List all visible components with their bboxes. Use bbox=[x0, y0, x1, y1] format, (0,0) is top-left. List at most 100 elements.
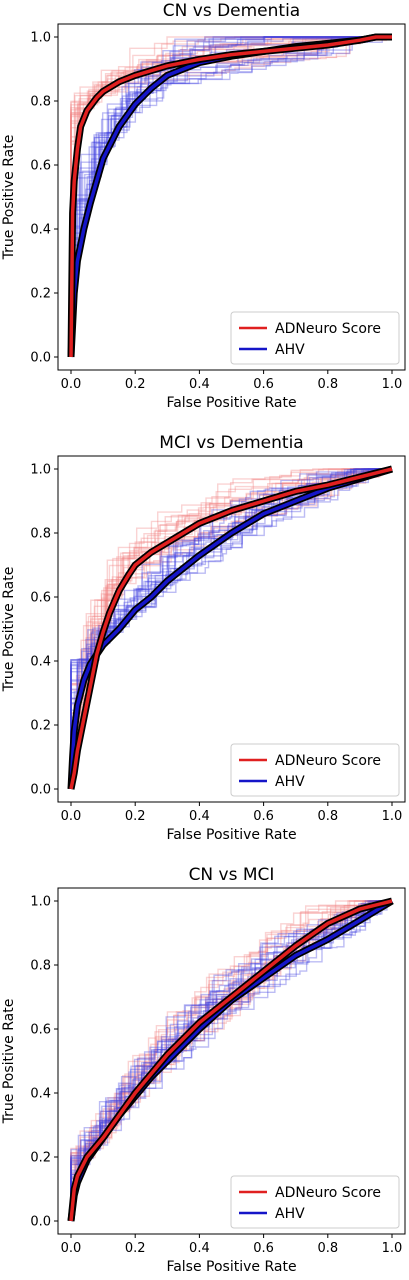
y-tick-label: 0.0 bbox=[30, 1215, 51, 1230]
y-tick-label: 1.0 bbox=[30, 895, 51, 910]
x-tick-label: 0.6 bbox=[253, 377, 274, 392]
resample-curve bbox=[70, 900, 392, 1221]
resample-curve bbox=[70, 900, 392, 1221]
chart-title: CN vs MCI bbox=[189, 865, 275, 885]
resample-curve bbox=[70, 900, 392, 1221]
legend-entry: AHV bbox=[275, 342, 305, 358]
y-tick-label: 1.0 bbox=[30, 463, 51, 478]
x-tick-label: 0.4 bbox=[189, 1241, 210, 1256]
legend: ADNeuro Score AHV bbox=[230, 743, 400, 797]
resample-curve bbox=[70, 900, 392, 1221]
resample-curve bbox=[70, 900, 392, 1221]
y-tick-label: 0.8 bbox=[30, 527, 51, 542]
resample-curve bbox=[70, 900, 392, 1221]
x-tick-label: 1.0 bbox=[382, 809, 403, 824]
y-tick-label: 0.2 bbox=[30, 1151, 51, 1166]
resample-curve bbox=[70, 900, 392, 1221]
x-axis-label: False Positive Rate bbox=[166, 827, 296, 843]
resample-curve bbox=[70, 36, 392, 357]
resample-curves-1 bbox=[70, 900, 392, 1221]
legend-box bbox=[230, 743, 400, 797]
resample-curve bbox=[70, 900, 392, 1221]
y-tick-label: 0.0 bbox=[30, 351, 51, 366]
legend-entry: ADNeuro Score bbox=[275, 321, 381, 337]
x-tick-label: 0.6 bbox=[253, 1241, 274, 1256]
y-tick-label: 0.8 bbox=[30, 959, 51, 974]
resample-curve bbox=[70, 900, 392, 1221]
y-axis-label: True Positive Rate bbox=[1, 135, 17, 261]
resample-curve bbox=[70, 900, 392, 1221]
x-tick-label: 0.0 bbox=[61, 809, 82, 824]
resample-curve bbox=[70, 900, 392, 1221]
resample-curve bbox=[70, 900, 392, 1221]
resample-curve bbox=[70, 900, 392, 1221]
resample-curve bbox=[70, 36, 392, 357]
resample-curve bbox=[70, 468, 392, 789]
resample-curve bbox=[70, 900, 392, 1221]
resample-curve bbox=[70, 468, 392, 789]
resample-curve bbox=[70, 900, 392, 1221]
resample-curve bbox=[70, 468, 392, 789]
resample-curve bbox=[70, 900, 392, 1221]
resample-curves-2 bbox=[70, 900, 392, 1221]
resample-curve bbox=[70, 36, 392, 357]
y-tick-label: 0.2 bbox=[30, 287, 51, 302]
resample-curve bbox=[70, 900, 392, 1221]
resample-curve bbox=[70, 900, 392, 1221]
x-axis-label: False Positive Rate bbox=[166, 395, 296, 411]
mean-curve-1 bbox=[69, 35, 392, 358]
x-tick-label: 0.2 bbox=[125, 809, 146, 824]
resample-curve bbox=[70, 36, 392, 357]
x-tick-label: 0.6 bbox=[253, 809, 274, 824]
resample-curve bbox=[70, 900, 392, 1221]
resample-curve bbox=[70, 900, 392, 1221]
resample-curve bbox=[70, 468, 392, 789]
x-tick-label: 0.2 bbox=[125, 377, 146, 392]
mean-curve-1 bbox=[69, 899, 393, 1222]
x-tick-label: 0.8 bbox=[317, 377, 338, 392]
resample-curve bbox=[70, 900, 392, 1221]
resample-curve bbox=[70, 36, 392, 357]
roc-panel-3: CN vs MCI 0.0 0.0 0.2 0.2 0.4 0.4 0.6 0.6 0.8 0.8 1… bbox=[1, 865, 406, 1275]
roc-panel-2: MCI vs Dementia 0.0 0.0 0.2 0.2 0.4 0.4 0.6 0.6 0… bbox=[1, 433, 406, 843]
resample-curve bbox=[70, 900, 392, 1221]
mean-curve-outline-1 bbox=[67, 897, 393, 1222]
resample-curve bbox=[70, 36, 392, 357]
resample-curve bbox=[70, 900, 392, 1221]
legend: ADNeuro Score AHV bbox=[230, 1175, 400, 1229]
resample-curve bbox=[70, 36, 392, 357]
resample-curve bbox=[70, 900, 392, 1221]
y-tick-label: 0.6 bbox=[30, 1023, 51, 1038]
resample-curve bbox=[70, 36, 392, 357]
y-tick-label: 0.6 bbox=[30, 591, 51, 606]
x-tick-label: 0.8 bbox=[317, 1241, 338, 1256]
legend: ADNeuro Score AHV bbox=[230, 311, 400, 365]
legend-entry: AHV bbox=[275, 774, 305, 790]
resample-curve bbox=[70, 36, 392, 357]
y-tick-label: 1.0 bbox=[30, 31, 51, 46]
y-axis-label: True Positive Rate bbox=[1, 567, 17, 693]
legend-entry: ADNeuro Score bbox=[275, 753, 381, 769]
x-axis-label: False Positive Rate bbox=[166, 1259, 296, 1275]
chart-title: MCI vs Dementia bbox=[159, 433, 303, 453]
y-tick-label: 0.2 bbox=[30, 719, 51, 734]
y-tick-label: 0.6 bbox=[30, 159, 51, 174]
y-tick-label: 0.4 bbox=[30, 1087, 51, 1102]
resample-curve bbox=[70, 900, 392, 1221]
legend-box bbox=[230, 311, 400, 365]
resample-curve bbox=[70, 900, 392, 1221]
resample-curve bbox=[70, 36, 392, 357]
resample-curve bbox=[70, 468, 392, 789]
x-tick-label: 0.8 bbox=[317, 809, 338, 824]
resample-curve bbox=[70, 468, 392, 789]
legend-box bbox=[230, 1175, 400, 1229]
y-tick-label: 0.8 bbox=[30, 95, 51, 110]
mean-curve-outline-1 bbox=[67, 33, 392, 358]
x-tick-label: 1.0 bbox=[382, 377, 403, 392]
resample-curve bbox=[70, 900, 392, 1221]
mean-curve-outline-2 bbox=[67, 897, 394, 1222]
resample-curve bbox=[70, 468, 392, 789]
resample-curve bbox=[70, 900, 392, 1221]
resample-curve bbox=[70, 468, 392, 789]
resample-curve bbox=[70, 36, 392, 357]
